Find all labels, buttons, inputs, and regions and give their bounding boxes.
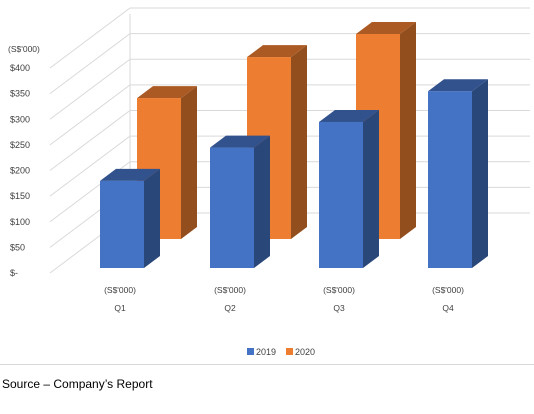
bar-front xyxy=(428,91,472,268)
bar-top xyxy=(210,135,270,148)
y-tick-label: $100 xyxy=(10,217,30,227)
gridline xyxy=(49,84,131,146)
y-axis-ticks: (S$'000) $- $50 $100 $150 $200 $250 $300 $350 $4… xyxy=(8,44,40,278)
gridline xyxy=(49,7,131,69)
bar-2019-Q2 xyxy=(210,135,270,268)
x-unit-label: (S$'000) xyxy=(323,285,355,295)
bar-top xyxy=(428,79,488,92)
x-unit-label: (S$'000) xyxy=(104,285,136,295)
y-axis-unit-label: (S$'000) xyxy=(8,44,40,54)
y-tick-label: $50 xyxy=(10,242,25,252)
gridline xyxy=(49,58,131,120)
x-tick-label: Q2 xyxy=(224,303,236,313)
x-unit-label: (S$'000) xyxy=(214,285,246,295)
legend-swatch xyxy=(286,348,293,355)
chart-area: (S$'000) $- $50 $100 $150 $200 $250 $300 $350 $4… xyxy=(0,7,534,365)
bar-side xyxy=(363,109,379,268)
x-tick-label: Q1 xyxy=(114,303,126,313)
bar-top xyxy=(247,45,307,58)
gridline xyxy=(49,33,131,95)
bar-top xyxy=(319,109,379,122)
legend-swatch xyxy=(247,348,254,355)
y-tick-label: $200 xyxy=(10,166,30,176)
y-tick-label: $250 xyxy=(10,140,30,150)
bar-chart: (S$'000) $- $50 $100 $150 $200 $250 $300 $350 $4… xyxy=(8,7,530,357)
gridline xyxy=(49,110,131,171)
y-tick-label: $350 xyxy=(10,89,30,99)
bar-side xyxy=(254,135,270,268)
y-tick-label: $400 xyxy=(10,63,30,73)
bar-2019-Q4 xyxy=(428,79,488,268)
bar-side xyxy=(144,168,160,268)
bar-side xyxy=(472,79,488,268)
legend-label: 2020 xyxy=(295,347,315,357)
y-tick-label: $- xyxy=(10,268,18,278)
x-tick-label: Q4 xyxy=(442,303,454,313)
bar-top xyxy=(356,22,416,34)
bar-2019-Q3 xyxy=(319,109,379,268)
y-tick-label: $150 xyxy=(10,191,30,201)
bar-front xyxy=(210,147,254,268)
bar-front xyxy=(319,121,363,268)
gridline xyxy=(49,135,131,197)
x-axis-labels: (S$'000) Q1 (S$'000) Q2 (S$'000) Q3 (S$'000) Q4 xyxy=(104,285,464,313)
bars xyxy=(100,22,488,268)
bar-side xyxy=(291,45,307,239)
legend-label: 2019 xyxy=(256,347,276,357)
bar-2019-Q1 xyxy=(100,168,160,268)
legend: 2019 2020 xyxy=(247,347,315,357)
x-unit-label: (S$'000) xyxy=(432,285,464,295)
bar-side xyxy=(181,86,197,239)
source-note: Source – Company’s Report xyxy=(2,377,153,391)
bar-side xyxy=(400,22,416,239)
y-tick-label: $300 xyxy=(10,114,30,124)
bar-top xyxy=(100,168,160,181)
x-tick-label: Q3 xyxy=(333,303,345,313)
bar-front xyxy=(100,180,144,268)
bar-top xyxy=(137,86,197,99)
